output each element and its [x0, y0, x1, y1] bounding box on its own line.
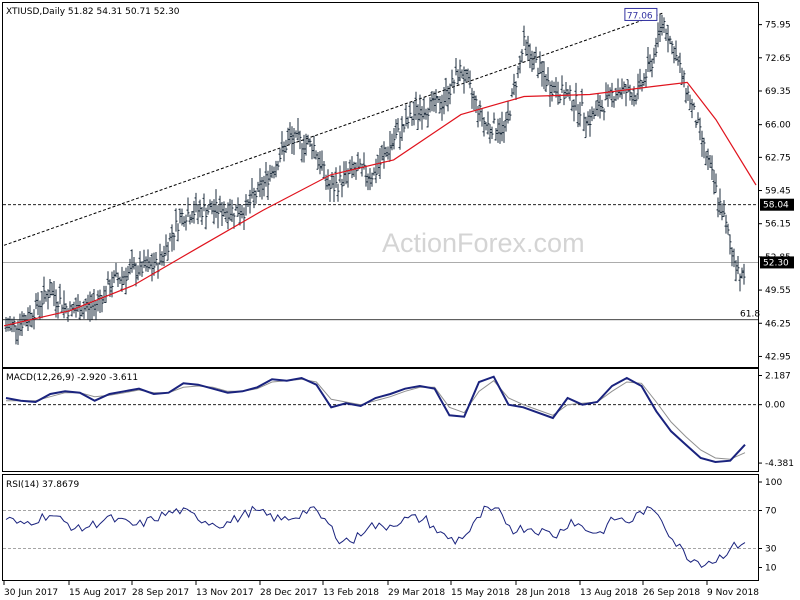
- price-y-tick-label: 59.45: [765, 187, 791, 197]
- price-panel-frame: [2, 2, 759, 368]
- rsi-y-tick-label: 10: [765, 564, 777, 574]
- rsi-y-tick-label: 100: [765, 478, 782, 488]
- price-y-tick-label: 69.35: [765, 87, 791, 97]
- macd-y-tick-label: -4.381: [765, 459, 794, 469]
- macd-signal-line: [6, 378, 746, 460]
- macd-y-tick-label: 0.00: [765, 401, 785, 411]
- level-price-label: 52.30: [763, 258, 789, 268]
- x-tick-label: 26 Sep 2018: [643, 588, 700, 598]
- x-tick-label: 13 Feb 2018: [323, 588, 379, 598]
- price-y-tick-label: 66.00: [765, 121, 791, 131]
- macd-panel-frame: [2, 368, 759, 472]
- watermark: ActionForex.com: [382, 228, 585, 258]
- level-price-box: [760, 256, 794, 269]
- macd-line: [5, 375, 746, 464]
- price-y-tick-label: 62.75: [765, 153, 791, 163]
- rsi-panel-frame: [2, 474, 759, 581]
- price-y-tick-label: 42.95: [765, 352, 791, 362]
- macd-layer: [3, 375, 758, 464]
- price-y-tick-label: 56.15: [765, 220, 791, 230]
- macd-y-tick-label: 2.187: [765, 372, 791, 382]
- price-y-tick-label: 75.95: [765, 21, 791, 31]
- rsi-panel-title: RSI(14) 37.8679: [6, 480, 79, 490]
- x-tick-label: 15 May 2018: [451, 588, 510, 598]
- x-tick-label: 29 Mar 2018: [388, 588, 445, 598]
- x-tick-label: 30 Jun 2017: [4, 588, 58, 598]
- price-y-tick-label: 49.55: [765, 286, 791, 296]
- peak-label-box: [624, 7, 658, 21]
- moving-average-line: [3, 81, 757, 327]
- x-tick-label: 13 Aug 2018: [580, 588, 638, 598]
- macd-panel-title: MACD(12,26,9) -2.920 -3.611: [6, 373, 138, 383]
- peak-label: 77.06: [627, 11, 653, 21]
- price-layer: 61.8 77.06: [3, 7, 760, 345]
- x-tick-label: 28 Dec 2017: [260, 588, 318, 598]
- rsi-y-tick-label: 30: [765, 545, 777, 555]
- rsi-line: [5, 505, 746, 568]
- level-price-label: 58.04: [763, 201, 789, 211]
- price-panel-title: XTIUSD,Daily 51.82 54.31 50.71 52.30: [6, 7, 180, 17]
- axis-layer: 75.9572.6569.3566.0062.7559.4556.1552.85…: [3, 21, 794, 598]
- rsi-layer: [3, 505, 758, 568]
- level-price-box: [760, 198, 794, 211]
- trendline: [3, 12, 664, 246]
- x-tick-label: 13 Nov 2017: [196, 588, 254, 598]
- rsi-y-tick-label: 70: [765, 507, 777, 517]
- x-tick-label: 15 Aug 2017: [69, 588, 127, 598]
- fib-level-label: 61.8: [740, 310, 760, 320]
- x-tick-label: 28 Sep 2017: [132, 588, 189, 598]
- price-y-tick-label: 72.65: [765, 54, 791, 64]
- price-y-tick-label: 46.25: [765, 319, 791, 329]
- x-tick-label: 9 Nov 2018: [707, 588, 759, 598]
- x-tick-label: 28 Jun 2018: [516, 588, 570, 598]
